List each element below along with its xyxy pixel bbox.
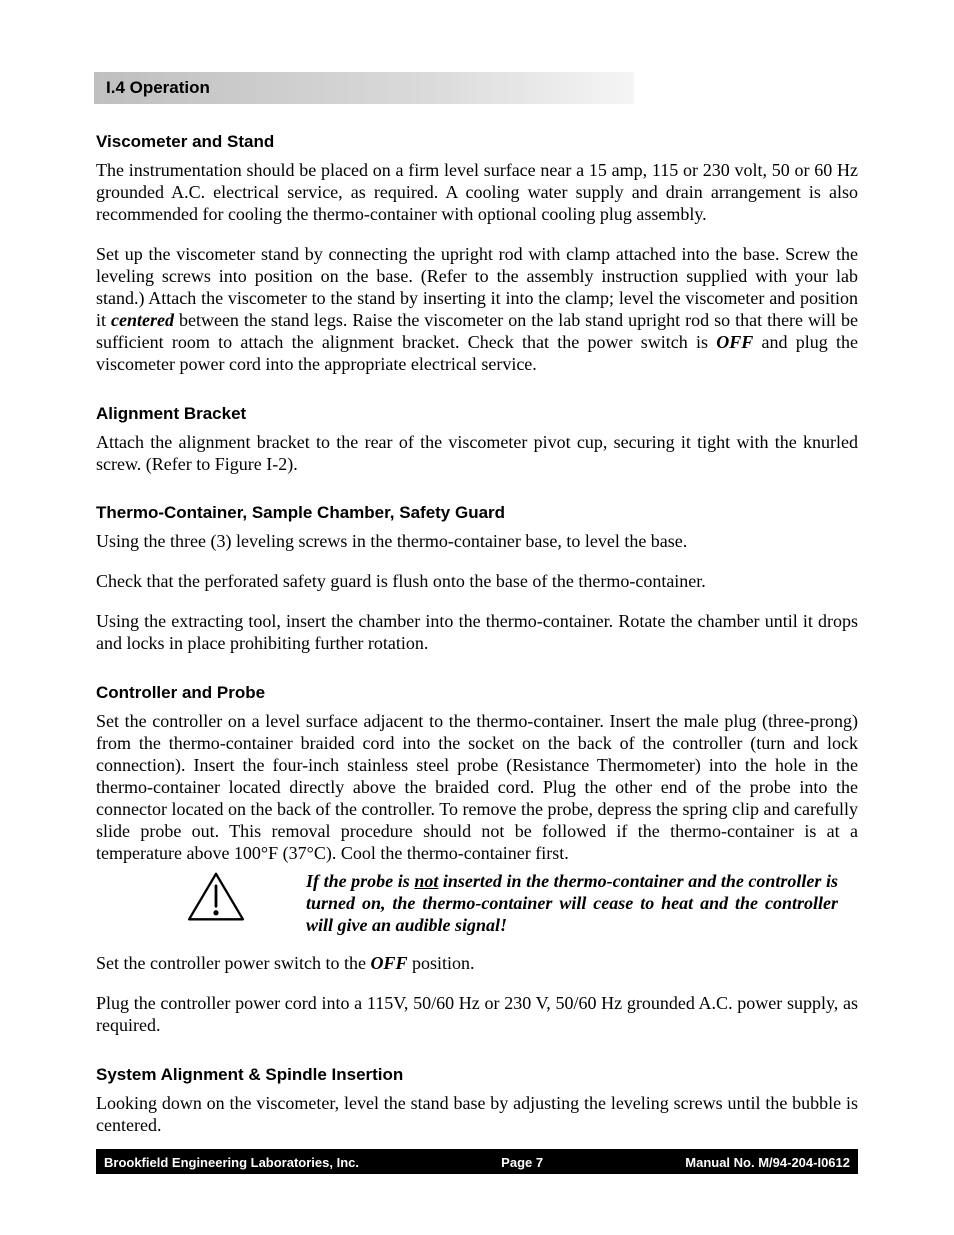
- page-footer: Brookfield Engineering Laboratories, Inc…: [96, 1149, 858, 1174]
- underlined-text: not: [414, 871, 438, 891]
- document-page: I.4 Operation Viscometer and Stand The i…: [0, 0, 954, 1235]
- paragraph: Plug the controller power cord into a 11…: [96, 993, 858, 1037]
- emphasized-text: centered: [111, 310, 174, 330]
- subheading: Thermo-Container, Sample Chamber, Safety…: [96, 503, 858, 523]
- paragraph: Using the extracting tool, insert the ch…: [96, 611, 858, 655]
- subheading: Controller and Probe: [96, 683, 858, 703]
- paragraph: Set the controller power switch to the O…: [96, 953, 858, 975]
- warning-icon: [186, 871, 246, 928]
- paragraph: Check that the perforated safety guard i…: [96, 571, 858, 593]
- subheading: System Alignment & Spindle Insertion: [96, 1065, 858, 1085]
- subheading: Viscometer and Stand: [96, 132, 858, 152]
- subheading: Alignment Bracket: [96, 404, 858, 424]
- emphasized-text: OFF: [716, 332, 753, 352]
- section-thermo: Thermo-Container, Sample Chamber, Safety…: [96, 503, 858, 655]
- text-run: If the probe is: [306, 871, 414, 891]
- text-run: position.: [407, 953, 474, 973]
- paragraph: Set up the viscometer stand by connectin…: [96, 244, 858, 376]
- section-header-bar: I.4 Operation: [94, 72, 634, 104]
- footer-page-number: Page 7: [501, 1155, 543, 1170]
- paragraph: Attach the alignment bracket to the rear…: [96, 432, 858, 476]
- section-controller: Controller and Probe Set the controller …: [96, 683, 858, 1036]
- section-alignment: Alignment Bracket Attach the alignment b…: [96, 404, 858, 476]
- paragraph: Looking down on the viscometer, level th…: [96, 1093, 858, 1137]
- footer-right: Manual No. M/94-204-I0612: [685, 1155, 850, 1170]
- text-run: Set the controller power switch to the: [96, 953, 370, 973]
- emphasized-text: OFF: [370, 953, 407, 973]
- paragraph: Using the three (3) leveling screws in t…: [96, 531, 858, 553]
- footer-left: Brookfield Engineering Laboratories, Inc…: [104, 1155, 359, 1170]
- paragraph: Set the controller on a level surface ad…: [96, 711, 858, 865]
- section-system: System Alignment & Spindle Insertion Loo…: [96, 1065, 858, 1137]
- section-viscometer: Viscometer and Stand The instrumentation…: [96, 132, 858, 376]
- warning-block: If the probe is not inserted in the ther…: [186, 871, 858, 937]
- warning-text: If the probe is not inserted in the ther…: [306, 871, 858, 937]
- paragraph: The instrumentation should be placed on …: [96, 160, 858, 226]
